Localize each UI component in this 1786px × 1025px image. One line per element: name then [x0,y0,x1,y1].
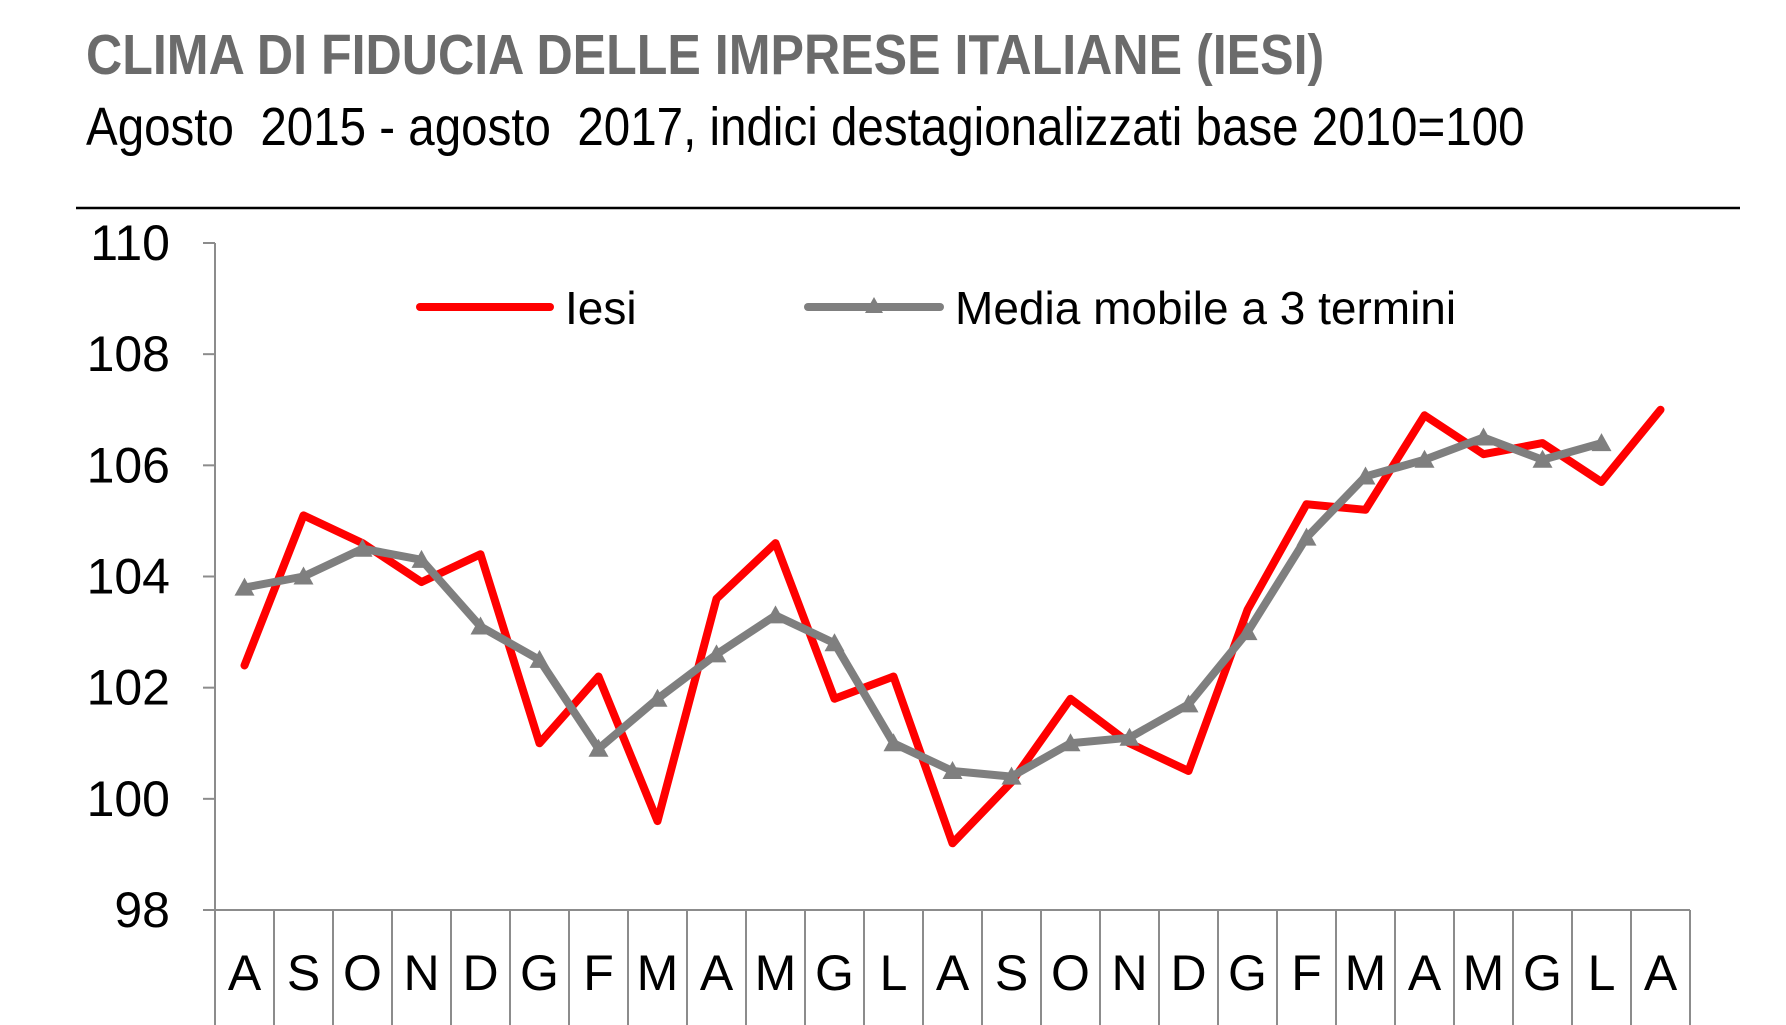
x-tick-label: A [936,945,970,1001]
x-tick-label: L [1588,945,1616,1001]
y-tick-label: 104 [87,549,170,605]
y-tick-label: 102 [87,660,170,716]
x-tick-label: A [1408,945,1442,1001]
x-tick-label: G [1523,945,1562,1001]
series-line-media-mobile [240,433,1606,781]
series-point-media-mobile [352,538,373,557]
series-point-media-mobile [765,605,786,624]
chart-title: CLIMA DI FIDUCIA DELLE IMPRESE ITALIANE … [86,23,1325,87]
series-point-media-mobile [1355,466,1376,485]
series-point-media-mobile [1178,694,1199,713]
series-point-media-mobile [1060,733,1081,752]
series-point-media-mobile [883,733,904,752]
y-tick-label: 100 [87,771,170,827]
series-point-media-mobile [1001,766,1022,785]
series-point-media-mobile [234,577,255,596]
series-point-media-mobile [1532,449,1553,468]
x-tick-label: F [1291,945,1322,1001]
x-tick-label: D [462,945,498,1001]
y-tick-label: 108 [87,326,170,382]
legend-marker-media [865,297,883,313]
series-point-media-mobile [1119,727,1140,746]
x-tick-label: S [995,945,1028,1001]
series-point-media-mobile [706,644,727,663]
series-point-media-mobile [1237,622,1258,641]
y-tick-label: 106 [87,437,170,493]
x-tick-label: D [1170,945,1206,1001]
series-point-media-mobile [824,633,845,652]
series-point-media-mobile [470,616,491,635]
y-axis: 98 100 102 104 106 108 110 [87,215,216,1025]
x-tick-label: M [755,945,797,1001]
series-point-media-mobile [1296,527,1317,546]
y-tick-label: 110 [90,215,170,271]
x-tick-label: O [1051,945,1090,1001]
series-point-media-mobile [1591,433,1612,452]
series-point-media-mobile [647,688,668,707]
chart-subtitle: Agosto 2015 - agosto 2017, indici destag… [86,97,1525,157]
series-point-media-mobile [942,761,963,780]
series-point-media-mobile [588,738,609,757]
x-tick-label: G [520,945,559,1001]
x-tick-label: F [583,945,614,1001]
x-tick-label: L [880,945,908,1001]
x-tick-label: O [343,945,382,1001]
x-tick-label: A [1644,945,1678,1001]
x-tick-label: S [287,945,320,1001]
x-tick-label: G [815,945,854,1001]
series-point-media-mobile [529,649,550,668]
series-layer [234,405,1665,848]
x-tick-label: M [637,945,679,1001]
x-tick-label: M [1345,945,1387,1001]
x-tick-label: N [1111,945,1147,1001]
legend-label-iesi: Iesi [565,282,637,334]
x-tick-label: A [700,945,734,1001]
series-point-media-mobile [411,549,432,568]
series-line-iesi [240,405,1665,848]
x-tick-label: M [1463,945,1505,1001]
x-tick-label: G [1228,945,1267,1001]
series-point-media-mobile [293,566,314,585]
series-point-media-mobile [1414,449,1435,468]
x-tick-label: A [228,945,262,1001]
x-tick-label: N [403,945,439,1001]
y-tick-label: 98 [114,882,170,938]
legend-label-media: Media mobile a 3 termini [955,282,1456,334]
legend: Iesi Media mobile a 3 termini [416,282,1456,334]
series-point-media-mobile [1473,427,1494,446]
